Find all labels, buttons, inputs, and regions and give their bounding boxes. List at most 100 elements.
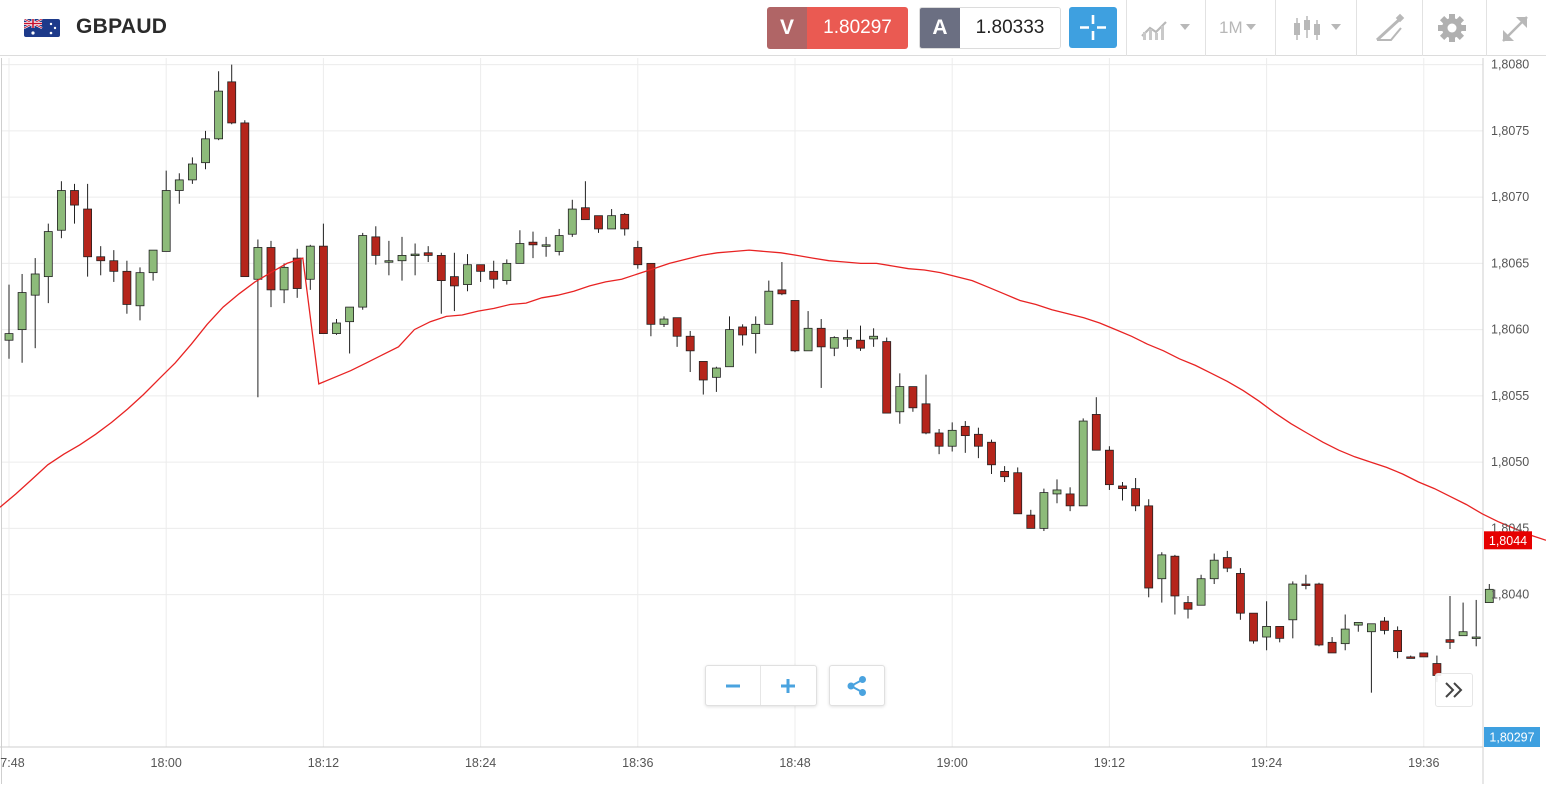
candle-body bbox=[1340, 628, 1350, 645]
candle-body bbox=[541, 244, 551, 247]
candle-body bbox=[1249, 612, 1258, 642]
candle-body bbox=[1484, 588, 1494, 603]
gear-icon bbox=[1438, 14, 1466, 42]
settings-button[interactable] bbox=[1436, 10, 1468, 46]
candle-body bbox=[1275, 626, 1285, 639]
scroll-to-latest-button[interactable] bbox=[1435, 673, 1473, 707]
moving-average-line bbox=[0, 249, 1546, 541]
y-tick-label: 1,8070 bbox=[1491, 190, 1529, 204]
candle-body bbox=[567, 208, 577, 235]
candle-body bbox=[109, 260, 119, 272]
candlestick-chart[interactable]: 1,80401,80451,80501,80551,80601,80651,80… bbox=[0, 56, 1546, 784]
candle-body bbox=[1118, 485, 1127, 490]
candle-body bbox=[777, 289, 787, 295]
candle-body bbox=[266, 247, 276, 291]
candle-body bbox=[685, 335, 695, 352]
candle-body bbox=[70, 190, 79, 206]
gbp-aud-flag-icon bbox=[24, 19, 60, 37]
zoom-out-button[interactable] bbox=[706, 666, 761, 705]
candle-body bbox=[17, 292, 27, 331]
sell-letter: V bbox=[767, 7, 807, 49]
candle-body bbox=[57, 190, 66, 231]
candle-body bbox=[1353, 622, 1363, 626]
candle-body bbox=[43, 231, 53, 278]
chart-type-button[interactable] bbox=[1140, 10, 1194, 46]
candle-body bbox=[318, 245, 328, 334]
candle-body bbox=[725, 329, 734, 368]
x-tick-label: 19:00 bbox=[937, 756, 968, 770]
buy-price: 1.80333 bbox=[960, 8, 1060, 48]
candle-body bbox=[305, 245, 315, 280]
x-tick-label: 19:12 bbox=[1094, 756, 1125, 770]
sell-price: 1.80297 bbox=[807, 7, 908, 49]
candle-body bbox=[174, 179, 184, 191]
candle-body bbox=[201, 138, 210, 164]
candle-body bbox=[607, 215, 616, 230]
candle-body bbox=[161, 190, 171, 252]
x-tick-label: 18:00 bbox=[151, 756, 182, 770]
chart-area[interactable]: 1,8040 1,8045 1,8050 1,8055 1,8060 1,8065 1,80… bbox=[0, 56, 1546, 784]
candle-body bbox=[502, 262, 512, 282]
sell-button[interactable]: V 1.80297 bbox=[767, 7, 908, 49]
candle-body bbox=[646, 262, 656, 325]
candle-body bbox=[1288, 583, 1298, 621]
candle-body bbox=[358, 235, 368, 308]
share-button[interactable] bbox=[830, 666, 884, 705]
draw-tools-button[interactable] bbox=[1373, 10, 1407, 46]
candle-body bbox=[594, 215, 603, 230]
candle-body bbox=[803, 327, 813, 352]
candle-body bbox=[1039, 492, 1049, 529]
candle-body bbox=[253, 247, 263, 280]
x-tick-label: 18:36 bbox=[622, 756, 653, 770]
candle-body bbox=[1393, 630, 1402, 653]
buy-letter: A bbox=[920, 8, 960, 48]
chevron-down-icon bbox=[1245, 24, 1256, 30]
candle-body bbox=[816, 327, 826, 348]
candle-body bbox=[1262, 626, 1271, 638]
candle-body bbox=[764, 290, 774, 325]
candle-body bbox=[463, 264, 472, 285]
candle-body bbox=[279, 266, 289, 291]
toolbar-divider bbox=[1275, 0, 1276, 56]
candle-body bbox=[449, 276, 459, 287]
double-chevron-right-icon bbox=[1445, 682, 1463, 698]
candle-body bbox=[1013, 472, 1023, 515]
chart-toolbar: GBPAUD V 1.80297 A 1.80333 1M bbox=[0, 0, 1546, 56]
candle-body bbox=[148, 249, 158, 274]
zoom-in-button[interactable] bbox=[761, 666, 815, 705]
candle-body bbox=[423, 252, 433, 256]
candle-body bbox=[1183, 602, 1193, 610]
buy-button[interactable]: A 1.80333 bbox=[919, 7, 1061, 49]
minus-icon bbox=[726, 684, 740, 687]
candle-body bbox=[4, 333, 14, 341]
candle-body bbox=[83, 208, 92, 258]
candle-body bbox=[712, 367, 721, 378]
plus-icon bbox=[781, 678, 795, 693]
crosshair-button[interactable] bbox=[1069, 7, 1117, 48]
candle-body bbox=[1144, 505, 1154, 589]
candle-body bbox=[1419, 652, 1429, 658]
candle-body bbox=[1380, 620, 1389, 631]
candle-body bbox=[436, 255, 446, 282]
candle-body bbox=[1222, 557, 1232, 569]
candle-body bbox=[187, 163, 197, 181]
candles-button[interactable] bbox=[1291, 10, 1347, 46]
x-tick-label: 18:48 bbox=[779, 756, 810, 770]
candle-body bbox=[30, 273, 40, 296]
candle-body bbox=[921, 403, 931, 434]
toolbar-divider bbox=[1422, 0, 1423, 56]
current-price-badge bbox=[1484, 727, 1540, 747]
share-icon bbox=[847, 675, 866, 696]
y-tick-label: 1,8050 bbox=[1491, 455, 1529, 469]
candle-body bbox=[882, 341, 892, 414]
y-tick-label: 1,8075 bbox=[1491, 124, 1529, 138]
candle-body bbox=[214, 90, 224, 140]
candle-body bbox=[581, 207, 590, 221]
fullscreen-button[interactable] bbox=[1498, 10, 1532, 46]
timeframe-button[interactable]: 1M bbox=[1219, 10, 1259, 46]
candle-body bbox=[1078, 420, 1088, 507]
candle-body bbox=[227, 81, 237, 124]
toolbar-divider bbox=[1205, 0, 1206, 56]
candle-body bbox=[1052, 489, 1062, 495]
candle-body bbox=[345, 306, 355, 323]
